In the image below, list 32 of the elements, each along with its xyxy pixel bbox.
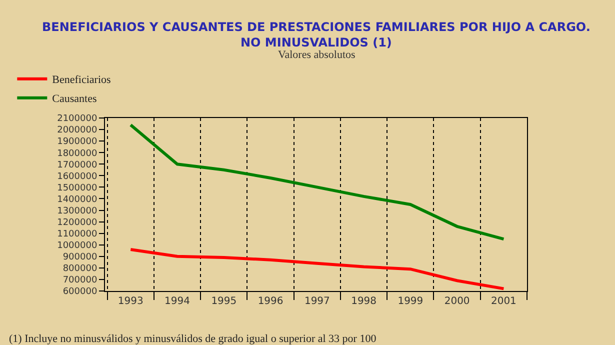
chart-title: BENEFICIARIOS Y CAUSANTES DE PRESTACIONES FAMILIARES POR HIJO A CARGO. NO MINUSVALIDOS (1) bbox=[42, 20, 590, 50]
x-tick-label: 1996 bbox=[258, 296, 284, 307]
y-tick-label: 1000000 bbox=[57, 241, 98, 252]
text: (1) Incluye no minusválidos y minusválidos de grado igual o superior al 33 por 100 bbox=[9, 333, 377, 345]
legend-label: Beneficiarios bbox=[52, 74, 111, 86]
y-tick-label: 1500000 bbox=[57, 183, 98, 194]
x-tick-label: 1995 bbox=[211, 296, 237, 307]
x-tick-label: 1997 bbox=[304, 296, 330, 307]
legend-label: Causantes bbox=[52, 93, 97, 106]
x-tick-label: 1993 bbox=[118, 296, 144, 307]
line-series bbox=[129, 123, 506, 241]
y-tick-label: 1900000 bbox=[57, 137, 98, 148]
x-tick-label: 1994 bbox=[164, 296, 190, 307]
y-tick-label: 700000 bbox=[62, 276, 98, 286]
y-tick-label: 1200000 bbox=[57, 218, 98, 228]
y-tick-label: 900000 bbox=[62, 252, 98, 263]
y-tick-label: 1700000 bbox=[57, 160, 98, 170]
y-tick-label: 1800000 bbox=[57, 148, 98, 159]
y-tick-label: 1600000 bbox=[57, 172, 98, 182]
chart-subtitle: Valores absolutos bbox=[278, 49, 356, 61]
line-series bbox=[129, 248, 506, 290]
x-tick-label: 1999 bbox=[398, 296, 424, 307]
x-tick-label: 2000 bbox=[444, 296, 470, 307]
x-tick-label: 2001 bbox=[490, 296, 516, 307]
y-tick-label: 600000 bbox=[62, 287, 98, 298]
y-tick-label: 800000 bbox=[62, 264, 98, 274]
x-tick-label: 1998 bbox=[351, 296, 377, 307]
y-tick-label: 2100000 bbox=[57, 114, 98, 124]
y-tick-label: 1300000 bbox=[57, 206, 98, 216]
y-tick-label: 1400000 bbox=[57, 194, 98, 205]
y-tick-label: 2000000 bbox=[57, 126, 98, 136]
y-tick-label: 1100000 bbox=[57, 229, 98, 240]
